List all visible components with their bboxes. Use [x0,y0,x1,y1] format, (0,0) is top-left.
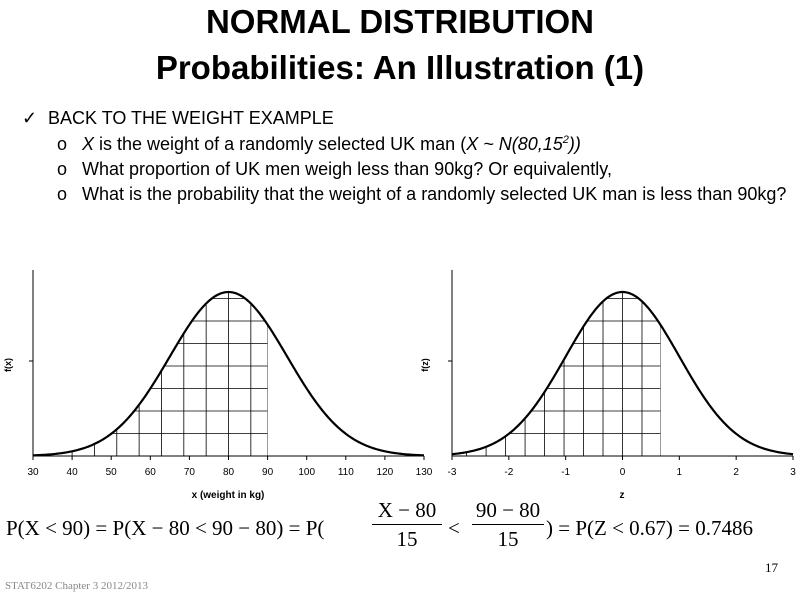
bullet-main-text: BACK TO THE WEIGHT EXAMPLE [48,108,334,128]
x-tick-label: 70 [184,467,196,478]
x-tick-label: 30 [27,467,39,478]
shaded-grid [452,292,661,456]
formula-part2: ) = P(Z < 0.67) = 0.7486 [546,516,754,540]
circle-bullet-icon: o [57,159,68,179]
sub-bullet-1-text: is the weight of a randomly selected UK … [94,134,467,154]
formula-part1: P(X < 90) = P(X − 80 < 90 − 80) = P( [6,516,325,540]
variable-x: X [82,134,95,154]
bullet-list: ✓ BACK TO THE WEIGHT EXAMPLE o X is the … [22,106,797,205]
x-tick-label: -2 [504,467,513,478]
x-tick-label: -1 [561,467,570,478]
probability-formula: P(X < 90) = P(X − 80 < 90 − 80) = P( X −… [6,498,796,562]
sub-bullet-2: o What proportion of UK men weigh less t… [22,158,797,180]
x-tick-label: 110 [338,467,354,478]
x-tick-label: 0 [620,467,626,478]
y-axis-label: f(x) [3,358,13,372]
density-curve [32,290,425,457]
sub-bullet-3: o What is the probability that the weigh… [22,183,797,205]
checkmark-icon: ✓ [22,108,38,128]
y-axis-label: f(z) [420,358,430,372]
bullet-main: ✓ BACK TO THE WEIGHT EXAMPLE [22,106,797,130]
x-tick-label: 80 [223,467,235,478]
sub-bullet-2-text: What proportion of UK men weigh less tha… [82,159,612,179]
x-tick-label: 1 [677,467,683,478]
sub-bullet-1: o X is the weight of a randomly selected… [22,133,797,155]
x-tick-label: -3 [448,467,457,478]
shaded-grid [33,292,268,456]
slide-title-line2: Probabilities: An Illustration (1) [155,49,645,86]
circle-bullet-icon: o [57,134,68,154]
chart-1: 30 40 50 60 70 80 90 100 110 120 130 x (weight in k… [3,270,433,501]
page-number: 17 [765,560,778,575]
distribution-notation: X ~ N(80,152)) [466,134,581,154]
x-tick-label: 2 [733,467,739,478]
slide-title-line1: NORMAL DISTRIBUTION [205,3,595,40]
x-tick-label: 120 [377,467,394,478]
formula-fraction-2: 90 − 80 15 [472,498,544,551]
formula-fraction-1: X − 80 15 [372,498,442,551]
x-tick-label: 3 [790,467,796,478]
x-tick-label: 90 [262,467,274,478]
x-tick-label: 60 [145,467,157,478]
footer-text: STAT6202 Chapter 3 2012/2013 [5,580,149,592]
chart-2: -3 -2 -1 0 1 2 3 z f(z) [420,270,796,501]
x-tick-label: 40 [67,467,79,478]
circle-bullet-icon: o [57,184,68,204]
formula-less-than: < [448,516,460,540]
x-tick-label: 130 [416,467,433,478]
sub-bullet-3-text: What is the probability that the weight … [82,184,787,204]
x-axis-label: z [620,490,625,501]
x-axis-label: x (weight in kg) [192,490,265,501]
x-tick-label: 100 [298,467,315,478]
x-tick-label: 50 [106,467,118,478]
density-curve [451,290,794,456]
